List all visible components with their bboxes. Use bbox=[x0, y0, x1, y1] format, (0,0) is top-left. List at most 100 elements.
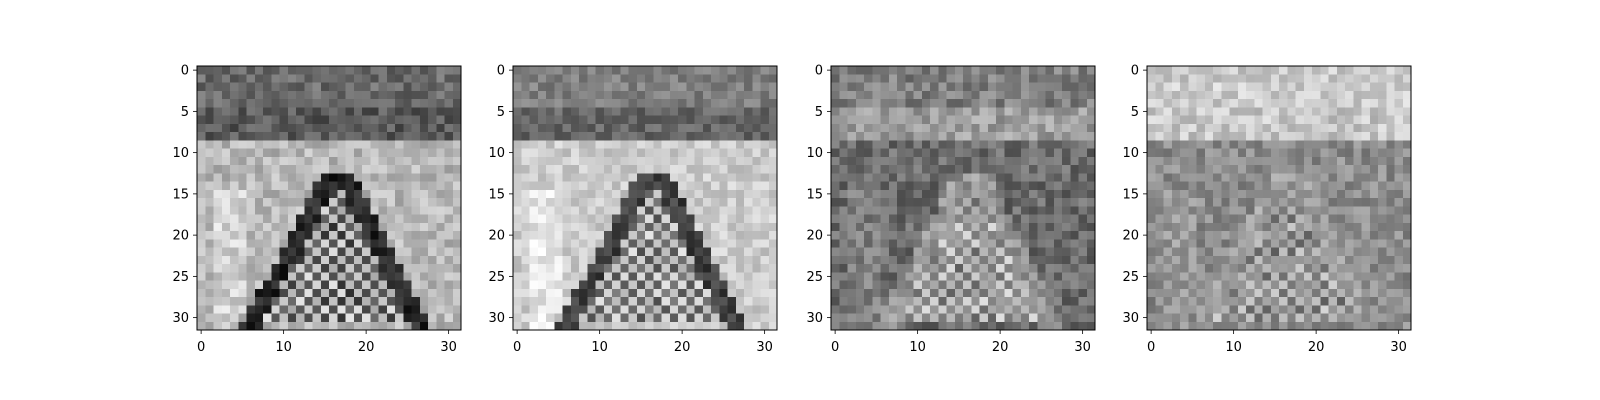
heatmap-cell bbox=[1254, 264, 1263, 273]
heatmap-cell bbox=[1171, 99, 1181, 108]
heatmap-cell bbox=[312, 107, 322, 116]
heatmap-cell bbox=[263, 313, 272, 323]
heatmap-cell bbox=[831, 222, 840, 232]
heatmap-cell bbox=[221, 305, 231, 314]
heatmap-cell bbox=[1361, 74, 1371, 83]
heatmap-cell bbox=[1037, 264, 1046, 273]
heatmap-cell bbox=[579, 189, 588, 199]
heatmap-cell bbox=[1303, 66, 1313, 75]
heatmap-cell bbox=[847, 305, 857, 314]
heatmap-cell bbox=[1378, 255, 1387, 265]
heatmap-cell bbox=[831, 66, 840, 75]
heatmap-cell bbox=[1361, 272, 1371, 281]
heatmap-cell bbox=[930, 82, 939, 92]
heatmap-cell bbox=[271, 115, 280, 125]
heatmap-cell bbox=[587, 123, 596, 133]
heatmap-cell bbox=[946, 82, 956, 92]
heatmap-cell bbox=[735, 148, 745, 158]
heatmap-cell bbox=[1270, 272, 1280, 281]
heatmap-cell bbox=[353, 173, 363, 182]
heatmap-cell bbox=[1053, 247, 1063, 257]
heatmap-cell bbox=[587, 66, 596, 75]
heatmap-cell bbox=[1062, 247, 1071, 257]
heatmap-cell bbox=[1213, 239, 1222, 248]
heatmap-cell bbox=[570, 90, 580, 100]
heatmap-cell bbox=[513, 280, 522, 290]
heatmap-cell bbox=[529, 321, 539, 331]
heatmap-cell bbox=[1086, 255, 1096, 265]
heatmap-cell bbox=[337, 239, 346, 248]
heatmap-cell bbox=[612, 321, 621, 331]
heatmap-cell bbox=[628, 255, 638, 265]
heatmap-cell bbox=[1086, 247, 1096, 257]
heatmap-cell bbox=[653, 123, 662, 133]
heatmap-cell bbox=[1045, 280, 1055, 290]
heatmap-cell bbox=[678, 206, 687, 215]
heatmap-cell bbox=[587, 288, 596, 298]
heatmap-cell bbox=[938, 173, 947, 182]
heatmap-cell bbox=[1070, 74, 1079, 83]
heatmap-cell bbox=[996, 90, 1005, 100]
heatmap-cell bbox=[1213, 297, 1222, 306]
heatmap-cell bbox=[864, 66, 873, 75]
heatmap-cell bbox=[760, 156, 770, 166]
heatmap-cell bbox=[370, 214, 379, 224]
heatmap-cell bbox=[562, 297, 572, 306]
heatmap-cell bbox=[1361, 305, 1371, 314]
heatmap-cell bbox=[768, 255, 778, 265]
heatmap-cell bbox=[1386, 82, 1395, 92]
heatmap-cell bbox=[213, 214, 223, 224]
heatmap-cell bbox=[419, 66, 429, 75]
heatmap-cell bbox=[1287, 288, 1296, 298]
y-tick-label: 10 bbox=[806, 146, 823, 161]
heatmap-cell bbox=[370, 99, 379, 108]
heatmap-cell bbox=[678, 222, 687, 232]
heatmap-cell bbox=[1078, 82, 1088, 92]
heatmap-cell bbox=[287, 123, 297, 133]
heatmap-cell bbox=[197, 90, 206, 100]
heatmap-cell bbox=[1254, 214, 1263, 224]
heatmap-cell bbox=[872, 140, 881, 149]
heatmap-cell bbox=[888, 231, 898, 240]
heatmap-cell bbox=[452, 123, 462, 133]
heatmap-cell bbox=[1254, 90, 1263, 100]
heatmap-cell bbox=[678, 107, 687, 116]
heatmap-cell bbox=[595, 198, 605, 207]
heatmap-cell bbox=[570, 280, 580, 290]
heatmap-cell bbox=[320, 313, 330, 323]
heatmap-cell bbox=[752, 99, 761, 108]
heatmap-cell bbox=[304, 140, 313, 149]
heatmap-cell bbox=[1303, 123, 1313, 133]
heatmap-cell bbox=[719, 90, 728, 100]
heatmap-cell bbox=[847, 206, 857, 215]
heatmap-cell bbox=[872, 313, 881, 323]
heatmap-cell bbox=[595, 107, 605, 116]
heatmap-cell bbox=[337, 181, 346, 191]
heatmap-cell bbox=[839, 198, 848, 207]
heatmap-cell bbox=[1237, 198, 1247, 207]
heatmap-cell bbox=[678, 305, 687, 314]
heatmap-cell bbox=[628, 272, 638, 281]
heatmap-cell bbox=[570, 222, 580, 232]
heatmap-cell bbox=[1229, 272, 1239, 281]
heatmap-cell bbox=[444, 181, 454, 191]
heatmap-cell bbox=[205, 66, 214, 75]
heatmap-cell bbox=[653, 140, 662, 149]
heatmap-cell bbox=[686, 132, 695, 141]
heatmap-cell bbox=[864, 74, 873, 83]
heatmap-cell bbox=[205, 173, 214, 182]
heatmap-cell bbox=[1062, 74, 1071, 83]
heatmap-cell bbox=[1062, 66, 1071, 75]
heatmap-cell bbox=[1279, 321, 1288, 331]
heatmap-cell bbox=[603, 148, 613, 158]
heatmap-cell bbox=[254, 140, 264, 149]
heatmap-cell bbox=[645, 74, 654, 83]
heatmap-cell bbox=[1279, 222, 1288, 232]
heatmap-cell bbox=[603, 231, 613, 240]
heatmap-cell bbox=[1180, 297, 1189, 306]
heatmap-cell bbox=[669, 239, 679, 248]
heatmap-cell bbox=[921, 148, 931, 158]
heatmap-cell bbox=[1204, 173, 1214, 182]
heatmap-cell bbox=[337, 156, 346, 166]
